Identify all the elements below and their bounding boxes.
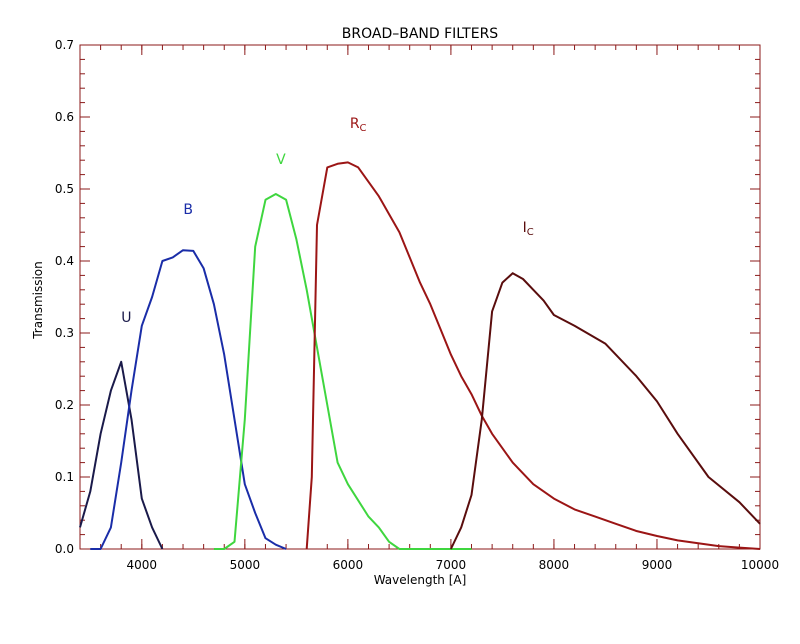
y-axis-label: Transmission: [31, 261, 45, 340]
x-tick-label: 9000: [642, 558, 673, 572]
y-tick-label: 0.4: [55, 254, 74, 268]
x-axis-label: Wavelength [A]: [374, 573, 467, 587]
series-line-r: [305, 161, 761, 550]
y-tick-label: 0.1: [55, 470, 74, 484]
series-line-v: [213, 193, 472, 550]
x-tick-label: 4000: [127, 558, 158, 572]
x-tick-label: 7000: [436, 558, 467, 572]
y-tick-label: 0.7: [55, 38, 74, 52]
y-tick-label: 0.0: [55, 542, 74, 556]
series-label-b: B: [183, 202, 193, 218]
y-tick-label: 0.2: [55, 398, 74, 412]
chart-title: BROAD–BAND FILTERS: [342, 26, 499, 42]
y-tick-label: 0.6: [55, 110, 74, 124]
series-label-subscript: C: [360, 123, 367, 134]
series-line-b: [90, 249, 287, 550]
y-tick-label: 0.3: [55, 326, 74, 340]
series-label-v: V: [276, 152, 286, 168]
series-label-subscript: C: [527, 227, 534, 238]
series-label-i: IC: [523, 220, 534, 238]
x-tick-label: 8000: [539, 558, 570, 572]
series-label-u: U: [121, 310, 131, 326]
x-tick-label: 6000: [333, 558, 364, 572]
series-line-i: [449, 272, 761, 550]
series-line-u: [79, 360, 164, 550]
y-tick-label: 0.5: [55, 182, 74, 196]
plot-area: 0.0 0.1 0.2 0.3 0.4 0.5 0.6 0.7 4000 5000 6000 7000…: [55, 38, 779, 572]
x-tick-label: 5000: [230, 558, 261, 572]
x-tick-label: 10000: [741, 558, 779, 572]
